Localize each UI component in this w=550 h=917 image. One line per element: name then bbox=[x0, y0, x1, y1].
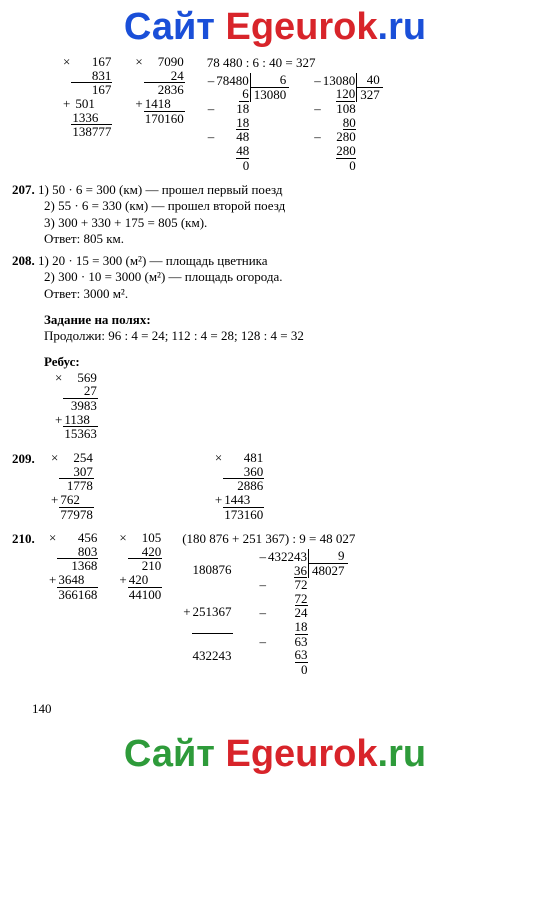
mult-254x307: ×254 307 1778 +762 77978 bbox=[50, 451, 94, 521]
mult-7090x24: ×7090 24 2836 +1418 170160 bbox=[134, 55, 184, 125]
banner2-word3: .ru bbox=[378, 733, 427, 775]
mult-481x360: ×481 360 2886 +1443 173160 bbox=[214, 451, 264, 521]
margin-line: Продолжи: 96 : 4 = 24; 112 : 4 = 28; 128… bbox=[44, 328, 538, 344]
p207-ans: Ответ: 805 км. bbox=[44, 231, 124, 246]
mult-167x831: ×167 831 167 +501 1336 138777 bbox=[62, 55, 112, 139]
top-banner: Сайт Egeurok.ru bbox=[0, 0, 550, 51]
p208-l1: 1) 20 · 15 = 300 (м²) — площадь цветника bbox=[38, 253, 268, 268]
longdiv-432243-9: ‒4322439 3648027 ‒72 72 ‒24 18 ‒63 63 0 bbox=[259, 549, 348, 676]
longdiv-13080-40: ‒1308040 120327 ‒108 80 ‒280 280 0 bbox=[313, 73, 383, 172]
div-header: 78 480 : 6 : 40 = 327 bbox=[207, 55, 383, 71]
banner-word3: .ru bbox=[378, 6, 427, 48]
mult-105x420: ×105 420 210 +420 44100 bbox=[118, 531, 162, 601]
bottom-banner: Сайт Egeurok.ru bbox=[0, 727, 550, 778]
p207-l1: 1) 50 · 6 = 300 (км) — прошел первый пое… bbox=[38, 182, 283, 197]
page-content: ×167 831 167 +501 1336 138777 ×7090 24 2… bbox=[0, 51, 550, 727]
division-block: 78 480 : 6 : 40 = 327 ‒784806 613080 ‒18… bbox=[207, 55, 383, 172]
page-number: 140 bbox=[32, 701, 538, 717]
rebus-block: Ребус: ×569 27 3983 +1138 15363 bbox=[44, 354, 538, 440]
num-208: 208. bbox=[12, 253, 35, 268]
banner-word1: Сайт bbox=[124, 6, 226, 48]
problem-208: 208. 1) 20 · 15 = 300 (м²) — площадь цве… bbox=[12, 253, 538, 302]
num-209: 209. bbox=[12, 451, 35, 466]
num-210: 210. bbox=[12, 531, 35, 546]
problem-209: 209. ×254 307 1778 +762 77978 ×481 360 2… bbox=[12, 451, 538, 521]
p208-ans: Ответ: 3000 м². bbox=[44, 286, 128, 301]
mult-456x803: ×456 803 1368 +3648 366168 bbox=[48, 531, 98, 601]
rebus-title: Ребус: bbox=[44, 354, 538, 370]
p210-header: (180 876 + 251 367) : 9 = 48 027 bbox=[182, 531, 355, 547]
margin-title: Задание на полях: bbox=[44, 312, 538, 328]
problem-207: 207. 1) 50 · 6 = 300 (км) — прошел первы… bbox=[12, 182, 538, 247]
banner-word2: Egeurok bbox=[225, 6, 377, 48]
problem-210: 210. ×456 803 1368 +3648 366168 ×105 420… bbox=[12, 531, 538, 677]
banner2-word1: Сайт bbox=[124, 733, 226, 775]
num-207: 207. bbox=[12, 182, 35, 197]
p208-l2: 2) 300 · 10 = 3000 (м²) — площадь огород… bbox=[44, 269, 283, 284]
longdiv-78480-6: ‒784806 613080 ‒18 18 ‒48 48 0 bbox=[207, 73, 290, 172]
banner2-word2: Egeurok bbox=[225, 733, 377, 775]
p207-l2: 2) 55 · 6 = 330 (км) — прошел второй пое… bbox=[44, 198, 285, 213]
p207-l3: 3) 300 + 330 + 175 = 805 (км). bbox=[44, 215, 207, 230]
add-180876-251367: 180876 +251367 432243 bbox=[182, 549, 232, 676]
margin-task: Задание на полях: Продолжи: 96 : 4 = 24;… bbox=[44, 312, 538, 345]
